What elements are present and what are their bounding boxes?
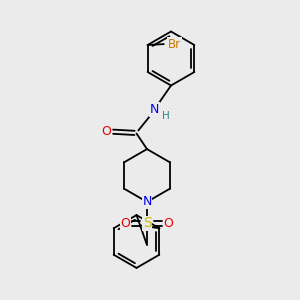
Text: O: O xyxy=(102,125,111,138)
Text: O: O xyxy=(121,217,130,230)
Text: N: N xyxy=(150,103,159,116)
Text: O: O xyxy=(164,217,173,230)
Text: N: N xyxy=(142,195,152,208)
Text: H: H xyxy=(162,111,170,121)
Text: Br: Br xyxy=(168,38,181,51)
Text: S: S xyxy=(142,217,152,230)
